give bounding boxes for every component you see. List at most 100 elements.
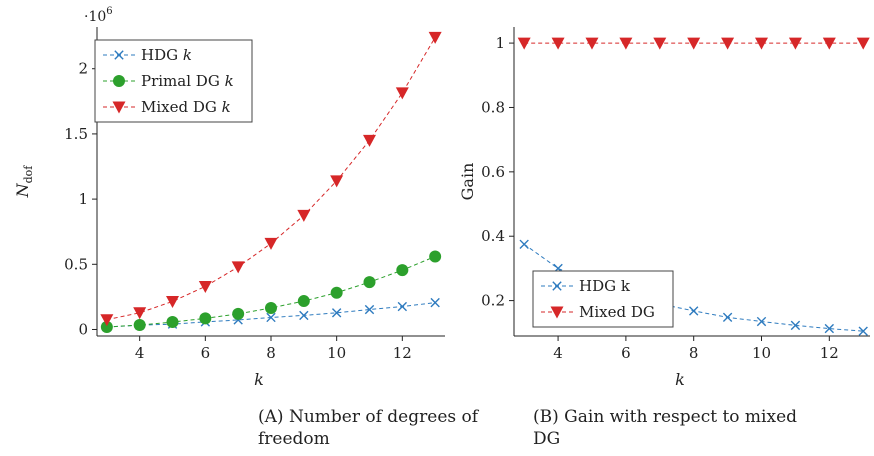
legend-label-b: HDG k xyxy=(579,277,631,295)
y-tick-label-b: 1 xyxy=(495,34,505,52)
legend-label-a: HDG k xyxy=(141,46,192,64)
caption-b-prefix: (B) xyxy=(533,407,559,427)
data-point-a-1 xyxy=(133,319,146,332)
data-point-b-0 xyxy=(722,312,733,323)
data-point-b-1 xyxy=(551,37,565,50)
data-point-b-1 xyxy=(856,37,870,50)
x-tick-label-a: 10 xyxy=(327,344,346,362)
caption-a-text: Number of degrees of freedom xyxy=(258,407,479,449)
data-point-b-0 xyxy=(824,323,835,334)
legend-label-var: k xyxy=(183,46,192,64)
data-point-b-1 xyxy=(755,37,769,50)
data-point-b-0 xyxy=(790,320,801,331)
data-point-b-1 xyxy=(822,37,836,50)
legend-label-b: Mixed DG xyxy=(579,303,655,321)
legend-marker-b xyxy=(552,281,562,291)
caption-b: (B) Gain with respect to mixed DG xyxy=(533,406,813,450)
data-point-a-2 xyxy=(362,134,376,147)
x-tick-label-b: 10 xyxy=(752,344,771,362)
y-axis-label-a: Ndof xyxy=(13,165,35,199)
y-tick-label-a: 0 xyxy=(78,320,88,338)
data-point-a-2 xyxy=(166,295,180,308)
legend-marker-a xyxy=(114,50,124,60)
data-point-b-1 xyxy=(687,37,701,50)
data-point-b-1 xyxy=(619,37,633,50)
y-tick-label-b: 0.8 xyxy=(481,98,505,116)
data-point-a-0 xyxy=(266,312,276,323)
data-point-a-1 xyxy=(297,295,310,308)
data-point-b-0 xyxy=(689,306,699,316)
data-point-b-1 xyxy=(653,37,667,50)
data-point-b-1 xyxy=(721,37,735,50)
data-point-a-2 xyxy=(330,175,344,188)
data-point-a-0 xyxy=(430,297,440,308)
data-point-b-1 xyxy=(517,37,531,50)
data-point-a-1 xyxy=(100,321,113,334)
x-axis-label-a: k xyxy=(254,370,264,389)
data-point-a-2 xyxy=(100,314,114,327)
data-point-a-1 xyxy=(396,264,409,277)
data-point-b-0 xyxy=(519,239,529,249)
y-axis-label-sub: dof xyxy=(22,165,35,184)
x-tick-label-a: 4 xyxy=(135,344,145,362)
data-point-a-1 xyxy=(265,301,277,314)
data-point-a-0 xyxy=(364,304,375,315)
x-tick-label-b: 4 xyxy=(553,344,563,362)
x-tick-label-b: 12 xyxy=(820,344,839,362)
x-axis-label-b: k xyxy=(675,370,685,389)
y-tick-label-a: 1.5 xyxy=(64,125,88,143)
y-tick-label-b: 0.6 xyxy=(481,163,505,181)
x-tick-label-a: 12 xyxy=(393,344,412,362)
legend-marker-a xyxy=(113,75,125,87)
legend-label-a: Primal DG k xyxy=(141,72,234,90)
legend-box-b xyxy=(532,270,674,328)
data-point-a-1 xyxy=(232,307,245,320)
data-point-b-0 xyxy=(858,326,868,336)
caption-b-text: Gain with respect to mixed DG xyxy=(533,407,798,449)
legend-marker-a xyxy=(112,101,126,114)
data-point-a-1 xyxy=(166,316,179,329)
y-tick-label-a: 0.5 xyxy=(64,255,88,273)
legend-marker-b xyxy=(550,306,564,319)
data-point-a-0 xyxy=(397,301,408,312)
y-tick-label-a: 1 xyxy=(78,190,88,208)
data-point-a-0 xyxy=(299,310,309,321)
legend-label-var: k xyxy=(222,98,231,116)
data-point-a-1 xyxy=(199,312,212,325)
y-tick-label-a: 2 xyxy=(78,60,88,78)
data-point-a-1 xyxy=(429,250,442,263)
data-point-a-2 xyxy=(231,261,245,274)
legend-label-main: HDG xyxy=(141,46,183,64)
x-tick-label-b: 6 xyxy=(621,344,631,362)
y-multiplier-a: ·106 xyxy=(84,6,113,25)
data-point-a-0 xyxy=(331,308,342,318)
x-tick-label-b: 8 xyxy=(689,344,699,362)
data-point-b-0 xyxy=(756,316,767,327)
caption-a: (A) Number of degrees of freedom xyxy=(258,406,498,450)
legend-label-var: k xyxy=(225,72,234,90)
data-point-a-2 xyxy=(198,280,212,293)
data-point-a-2 xyxy=(264,237,278,250)
legend-label-a: Mixed DG k xyxy=(141,98,231,116)
y-axis-label-main: N xyxy=(13,182,32,198)
x-tick-label-a: 8 xyxy=(266,344,276,362)
y-axis-label-b: Gain xyxy=(458,163,477,201)
legend-label-main: Primal DG xyxy=(141,72,225,90)
y-multiplier-base: ·10 xyxy=(84,9,106,25)
series-line-a-1 xyxy=(106,256,436,328)
data-point-a-1 xyxy=(330,286,343,299)
y-tick-label-b: 0.2 xyxy=(481,292,505,310)
data-point-a-2 xyxy=(428,31,442,44)
x-tick-label-a: 6 xyxy=(201,344,211,362)
legend-label-main: Mixed DG xyxy=(141,98,222,116)
data-point-a-2 xyxy=(395,87,409,100)
data-point-a-2 xyxy=(297,209,311,222)
y-multiplier-exp: 6 xyxy=(106,6,112,17)
data-point-a-1 xyxy=(363,276,376,289)
y-tick-label-b: 0.4 xyxy=(481,227,505,245)
data-point-b-1 xyxy=(788,37,802,50)
caption-a-prefix: (A) xyxy=(258,407,284,427)
data-point-b-1 xyxy=(585,37,599,50)
